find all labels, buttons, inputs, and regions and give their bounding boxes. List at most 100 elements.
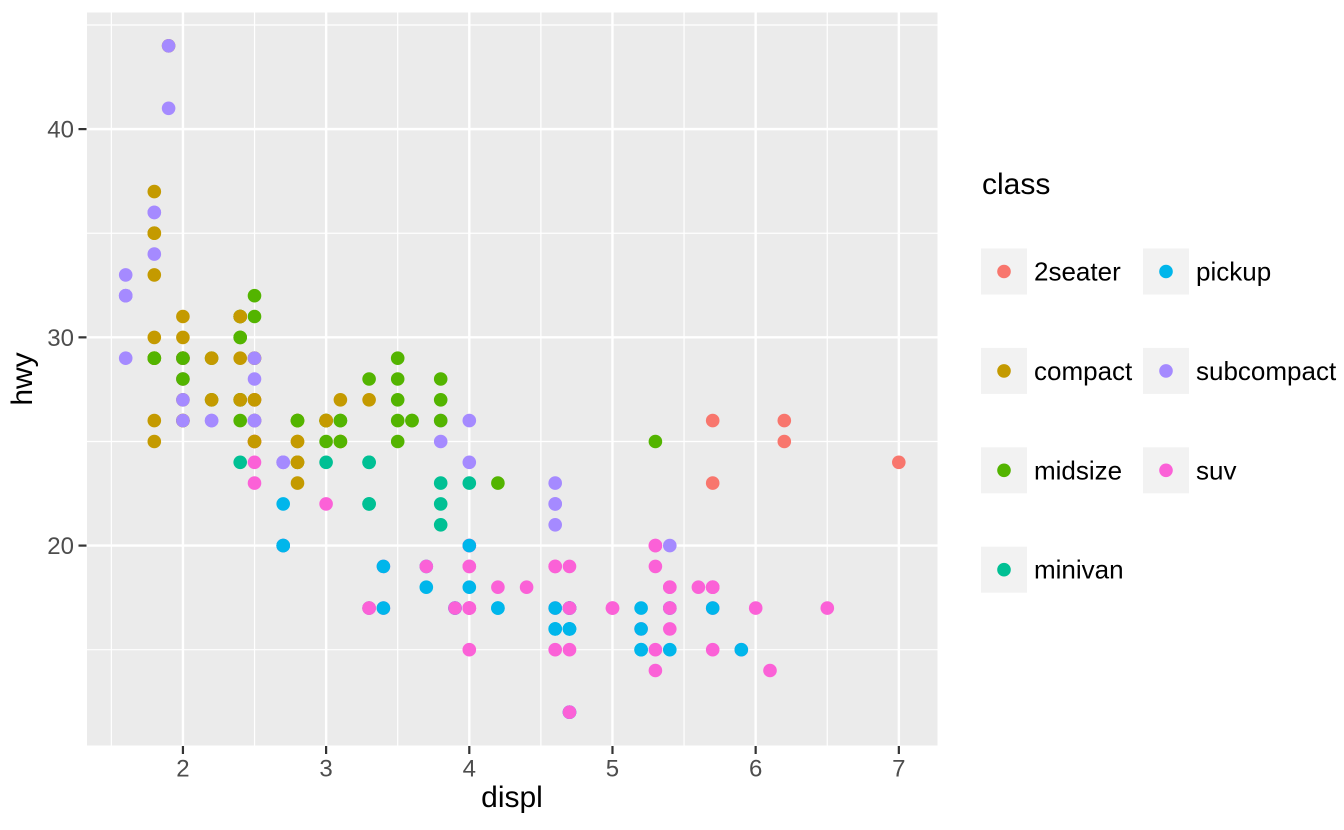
- data-point: [562, 601, 577, 615]
- plot-panel-layer: [87, 12, 938, 746]
- legend-key-dot: [997, 364, 1011, 378]
- data-point: [333, 434, 348, 449]
- data-point: [648, 434, 663, 449]
- legend-key-dot: [1159, 364, 1173, 378]
- legend-entry-label: pickup: [1196, 257, 1271, 287]
- data-point: [462, 538, 477, 553]
- data-point: [376, 601, 391, 615]
- data-point: [147, 330, 162, 345]
- data-point: [648, 642, 663, 657]
- data-point: [247, 393, 262, 407]
- x-tick-label: 4: [463, 756, 476, 783]
- data-point: [362, 497, 376, 511]
- data-point: [376, 559, 391, 574]
- y-tick-label: 40: [47, 117, 74, 144]
- data-point: [290, 476, 305, 490]
- data-point: [419, 580, 434, 594]
- data-point: [462, 413, 477, 428]
- data-point: [362, 601, 376, 615]
- data-point: [648, 559, 663, 574]
- plot-panel: [87, 12, 938, 746]
- data-point: [562, 642, 577, 657]
- data-point: [548, 559, 562, 574]
- data-point: [247, 455, 262, 470]
- data-point: [634, 622, 648, 636]
- x-tick-label: 5: [606, 756, 619, 783]
- data-point: [176, 309, 190, 324]
- data-point: [233, 330, 247, 345]
- data-point: [333, 413, 348, 428]
- data-point: [562, 705, 577, 719]
- data-point: [734, 642, 749, 657]
- data-point: [118, 268, 133, 282]
- data-point: [390, 393, 405, 407]
- data-point: [290, 413, 305, 428]
- data-point: [233, 351, 247, 366]
- data-point: [548, 497, 562, 511]
- x-tick-label: 2: [176, 756, 189, 783]
- data-point: [204, 413, 219, 428]
- x-tick-label: 3: [319, 756, 332, 783]
- data-point: [433, 497, 448, 511]
- legend-key-dot: [997, 264, 1011, 279]
- data-point: [233, 309, 247, 324]
- data-point: [362, 455, 376, 470]
- data-point: [663, 601, 677, 615]
- legend-entry-label: midsize: [1034, 455, 1122, 485]
- data-point: [390, 351, 405, 366]
- legend-entry: 2seater: [981, 248, 1121, 295]
- legend-entry: minivan: [981, 546, 1124, 593]
- legend-key-dot: [997, 463, 1011, 478]
- data-point: [433, 413, 448, 428]
- data-point: [161, 39, 176, 53]
- data-point: [462, 601, 477, 615]
- data-point: [748, 601, 763, 615]
- data-point: [433, 393, 448, 407]
- data-point: [705, 413, 720, 428]
- x-tick-label: 7: [892, 756, 905, 783]
- data-point: [763, 663, 777, 678]
- data-point: [548, 518, 562, 532]
- data-point: [491, 476, 505, 490]
- data-point: [433, 372, 448, 386]
- x-axis-title: displ: [481, 781, 543, 814]
- data-point: [433, 518, 448, 532]
- data-point: [390, 372, 405, 386]
- data-point: [147, 247, 162, 261]
- data-point: [276, 455, 291, 470]
- data-point: [419, 559, 434, 574]
- legend-key-dot: [997, 562, 1011, 577]
- data-point: [118, 288, 133, 303]
- data-point: [462, 476, 477, 490]
- data-point: [705, 476, 720, 490]
- data-point: [233, 455, 247, 470]
- data-point: [319, 434, 333, 449]
- data-point: [777, 434, 792, 449]
- data-point: [462, 455, 477, 470]
- legend-entry-label: 2seater: [1034, 257, 1121, 287]
- data-point: [705, 601, 720, 615]
- data-point: [605, 601, 620, 615]
- data-point: [161, 101, 176, 116]
- data-point: [319, 455, 333, 470]
- data-point: [147, 351, 162, 366]
- data-point: [548, 476, 562, 490]
- data-point: [247, 476, 262, 490]
- data-point: [491, 580, 505, 594]
- data-point: [362, 393, 376, 407]
- data-point: [118, 351, 133, 366]
- data-point: [319, 497, 333, 511]
- data-point: [462, 580, 477, 594]
- axis-layer: 2 3 4 5 6 7 20 30 40: [47, 117, 905, 783]
- data-point: [491, 601, 505, 615]
- data-point: [276, 538, 291, 553]
- legend-key-dot: [1159, 463, 1173, 478]
- legend-entry-label: suv: [1196, 455, 1236, 485]
- data-point: [147, 184, 162, 199]
- data-point: [433, 434, 448, 449]
- data-point: [204, 351, 219, 366]
- data-point: [548, 601, 562, 615]
- data-point: [247, 288, 262, 303]
